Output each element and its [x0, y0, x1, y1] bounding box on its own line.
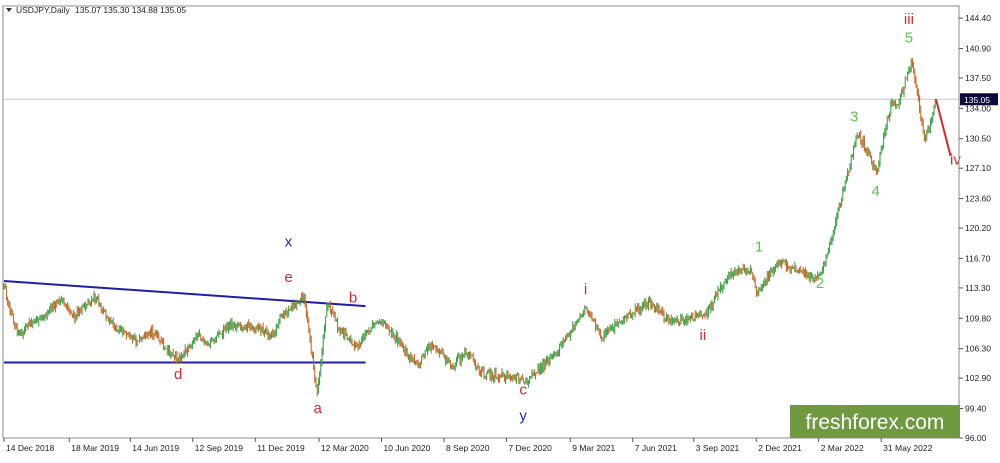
y-axis: 144.40 140.90 137.50 134.00 130.50 127.10 123.… — [958, 6, 991, 443]
wave-label: 1 — [755, 238, 763, 255]
wave-label: a — [314, 400, 323, 417]
x-tick-label: 9 Mar 2021 — [572, 443, 615, 453]
y-tick-label: 120.20 — [965, 223, 991, 233]
current-price-value: 135.05 — [964, 95, 990, 105]
dropdown-arrow-icon[interactable] — [6, 8, 12, 12]
watermark-box — [790, 405, 960, 438]
x-tick-label: 2 Dec 2021 — [758, 443, 802, 453]
x-tick-label: 12 Sep 2019 — [195, 443, 243, 453]
x-tick-label: 2 Mar 2022 — [821, 443, 864, 453]
watermark-text: freshforex.com — [806, 411, 945, 434]
y-tick-label: 123.60 — [965, 194, 991, 204]
x-tick-label: 8 Sep 2020 — [446, 443, 490, 453]
y-tick-label: 130.50 — [965, 134, 991, 144]
wave-label: x — [285, 233, 293, 250]
x-tick-label: 11 Dec 2019 — [257, 443, 305, 453]
wave-label: ii — [699, 327, 706, 344]
wave-label: 5 — [905, 29, 913, 46]
x-tick-label: 7 Jun 2021 — [635, 443, 677, 453]
y-tick-label: 134.00 — [965, 103, 991, 113]
watermark: freshforex.com — [790, 405, 960, 438]
x-tick-label: 31 May 2022 — [883, 443, 932, 453]
y-tick-label: 140.90 — [965, 44, 991, 54]
wave-label: e — [284, 269, 292, 286]
x-tick-label: 7 Dec 2020 — [508, 443, 552, 453]
y-tick-label: 106.30 — [965, 344, 991, 354]
wave-label: 3 — [850, 108, 858, 125]
y-tick-label: 116.70 — [965, 253, 991, 263]
y-tick-label: 144.40 — [965, 13, 991, 23]
x-axis: 14 Dec 2018 18 Mar 2019 14 Jun 2019 12 Sep … — [3, 438, 933, 453]
x-tick-label: 14 Dec 2018 — [6, 443, 54, 453]
ohlc-values: 135.07 135.30 134.88 135.05 — [75, 5, 186, 15]
chart-header: USDJPY,Daily 135.07 135.30 134.88 135.05 — [6, 5, 186, 15]
symbol-label: USDJPY,Daily — [16, 5, 70, 15]
x-tick-label: 3 Sep 2021 — [696, 443, 740, 453]
x-tick-label: 10 Jun 2020 — [384, 443, 431, 453]
y-tick-label: 102.90 — [965, 373, 991, 383]
y-tick-label: 113.30 — [965, 283, 991, 293]
y-tick-label: 96.00 — [965, 433, 987, 443]
projection-line — [935, 99, 952, 157]
wave-label: iii — [904, 11, 914, 28]
wave-label: c — [519, 382, 527, 399]
wave-label: d — [174, 366, 182, 383]
wave-label: y — [519, 408, 527, 425]
current-price-tag: 135.05 — [960, 93, 998, 106]
wave-label: b — [349, 290, 357, 307]
x-tick-label: 18 Mar 2019 — [71, 443, 119, 453]
candles — [3, 58, 936, 397]
current-price-box — [960, 93, 998, 106]
wave-label: 4 — [871, 183, 879, 200]
wave-label: i — [584, 281, 587, 298]
y-tick-label: 127.10 — [965, 163, 991, 173]
y-tick-label: 99.40 — [965, 404, 987, 414]
projection — [935, 99, 952, 157]
y-tick-label: 137.50 — [965, 73, 991, 83]
y-tick-label: 109.80 — [965, 313, 991, 323]
x-tick-label: 12 Mar 2020 — [321, 443, 369, 453]
wave-label: 2 — [816, 275, 824, 292]
x-tick-label: 14 Jun 2019 — [132, 443, 179, 453]
wave-label: iv — [950, 152, 961, 169]
